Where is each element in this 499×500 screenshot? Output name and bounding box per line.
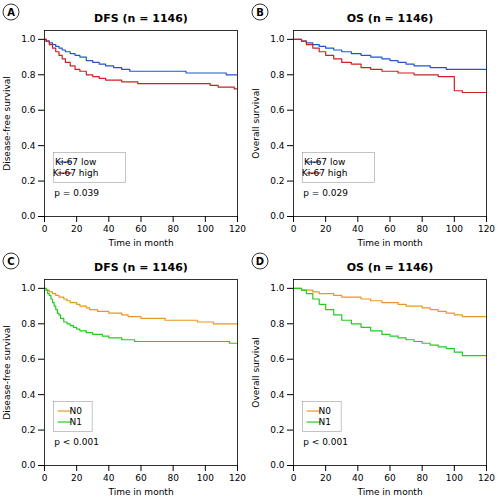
svg-text:80: 80 (167, 473, 179, 483)
svg-text:20: 20 (320, 224, 332, 234)
svg-text:100: 100 (197, 224, 214, 234)
svg-text:B: B (256, 7, 264, 18)
svg-text:80: 80 (416, 473, 428, 483)
svg-text:p = 0.029: p = 0.029 (303, 188, 348, 198)
svg-text:0.2: 0.2 (21, 176, 35, 186)
svg-text:0.8: 0.8 (270, 319, 285, 329)
svg-text:0.2: 0.2 (270, 425, 284, 435)
svg-text:0: 0 (42, 473, 48, 483)
svg-text:0.4: 0.4 (270, 141, 285, 151)
svg-text:0.6: 0.6 (21, 354, 36, 364)
svg-text:0.4: 0.4 (270, 390, 285, 400)
svg-text:Time in month: Time in month (356, 238, 422, 248)
svg-text:0.6: 0.6 (270, 354, 285, 364)
svg-text:80: 80 (167, 224, 179, 234)
svg-text:0.6: 0.6 (270, 105, 285, 115)
svg-text:DFS (n = 1146): DFS (n = 1146) (94, 261, 188, 274)
svg-text:80: 80 (416, 224, 428, 234)
svg-text:N0: N0 (69, 406, 82, 416)
svg-text:Ki-67 low: Ki-67 low (55, 157, 96, 167)
svg-text:0.8: 0.8 (270, 70, 285, 80)
svg-text:OS (n = 1146): OS (n = 1146) (347, 261, 433, 274)
svg-text:0.0: 0.0 (270, 211, 285, 221)
svg-text:C: C (7, 256, 14, 267)
svg-text:100: 100 (197, 473, 214, 483)
svg-text:0.8: 0.8 (21, 70, 36, 80)
svg-text:p < 0.001: p < 0.001 (303, 437, 348, 447)
svg-text:0.8: 0.8 (21, 319, 36, 329)
svg-text:Ki-67 high: Ki-67 high (53, 168, 99, 178)
svg-text:N1: N1 (69, 417, 81, 427)
svg-text:0.0: 0.0 (21, 211, 36, 221)
svg-text:DFS (n = 1146): DFS (n = 1146) (94, 12, 188, 25)
svg-text:Ki-67 low: Ki-67 low (304, 157, 345, 167)
svg-text:60: 60 (384, 224, 396, 234)
svg-text:40: 40 (352, 224, 364, 234)
svg-text:20: 20 (320, 473, 332, 483)
svg-text:0: 0 (42, 224, 48, 234)
svg-text:D: D (256, 256, 264, 267)
svg-text:120: 120 (229, 224, 246, 234)
svg-text:60: 60 (384, 473, 396, 483)
svg-text:120: 120 (229, 473, 246, 483)
svg-text:60: 60 (135, 473, 147, 483)
svg-text:120: 120 (478, 473, 495, 483)
svg-text:Time in month: Time in month (107, 487, 173, 497)
svg-text:0: 0 (291, 224, 297, 234)
svg-text:0.4: 0.4 (21, 390, 36, 400)
svg-text:p < 0.001: p < 0.001 (54, 437, 99, 447)
svg-text:Disease-free survival: Disease-free survival (2, 325, 12, 420)
svg-text:N0: N0 (318, 406, 331, 416)
svg-text:Ki-67 high: Ki-67 high (302, 168, 348, 178)
svg-text:0.0: 0.0 (270, 460, 285, 470)
svg-text:1.0: 1.0 (21, 34, 36, 44)
svg-text:A: A (7, 7, 15, 18)
svg-text:40: 40 (352, 473, 364, 483)
svg-text:Overall survival: Overall survival (251, 88, 261, 158)
svg-text:p = 0.039: p = 0.039 (54, 188, 99, 198)
svg-text:120: 120 (478, 224, 495, 234)
svg-text:N1: N1 (318, 417, 330, 427)
svg-text:0.0: 0.0 (21, 460, 36, 470)
svg-text:Disease-free survival: Disease-free survival (2, 76, 12, 171)
svg-text:100: 100 (446, 473, 463, 483)
svg-text:40: 40 (103, 224, 115, 234)
svg-text:60: 60 (135, 224, 147, 234)
svg-text:40: 40 (103, 473, 115, 483)
svg-text:1.0: 1.0 (270, 34, 285, 44)
svg-text:0.2: 0.2 (21, 425, 35, 435)
svg-text:0: 0 (291, 473, 297, 483)
svg-text:Time in month: Time in month (356, 487, 422, 497)
svg-text:0.4: 0.4 (21, 141, 36, 151)
svg-text:100: 100 (446, 224, 463, 234)
svg-text:1.0: 1.0 (21, 283, 36, 293)
svg-text:Time in month: Time in month (107, 238, 173, 248)
svg-text:Overall survival: Overall survival (251, 337, 261, 407)
svg-text:1.0: 1.0 (270, 283, 285, 293)
svg-text:0.6: 0.6 (21, 105, 36, 115)
svg-text:OS (n = 1146): OS (n = 1146) (347, 12, 433, 25)
svg-text:0.2: 0.2 (270, 176, 284, 186)
svg-text:20: 20 (71, 224, 83, 234)
svg-text:20: 20 (71, 473, 83, 483)
